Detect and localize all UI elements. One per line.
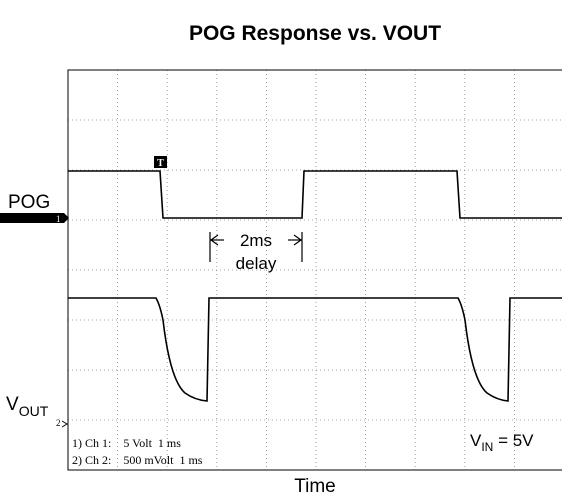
x-label: Time <box>294 476 336 496</box>
vout-trace <box>68 297 562 402</box>
vin-main: V <box>470 431 482 450</box>
pog-label: POG <box>8 192 50 213</box>
pog-trace <box>68 170 562 219</box>
delay-arrows <box>209 232 303 262</box>
delay-text: 2ms <box>240 231 272 250</box>
vout-main: V <box>6 394 19 415</box>
trigger-box <box>154 156 167 168</box>
channel-info: 2) Ch 2: 500 mVolt 1 ms <box>72 453 203 467</box>
graticule <box>68 70 562 470</box>
ch2-arrow <box>61 420 68 428</box>
vin-label: VIN = 5V <box>470 431 534 454</box>
ch2-marker: 2 <box>56 418 61 428</box>
vin-rest: = 5V <box>493 431 534 450</box>
channel-info: 1) Ch 1: 5 Volt 1 ms <box>72 436 181 450</box>
plot-frame <box>67 69 562 471</box>
vout-label: VOUT <box>6 394 49 419</box>
vin-sub: IN <box>481 440 493 454</box>
delay-text: delay <box>236 254 277 273</box>
trigger-marker: T <box>157 158 164 169</box>
ch1-marker-box <box>0 213 64 223</box>
ch1-marker: 1 <box>56 214 61 224</box>
ch1-arrow <box>64 213 69 223</box>
vout-sub: OUT <box>19 403 49 419</box>
title: POG Response vs. VOUT <box>189 22 441 45</box>
